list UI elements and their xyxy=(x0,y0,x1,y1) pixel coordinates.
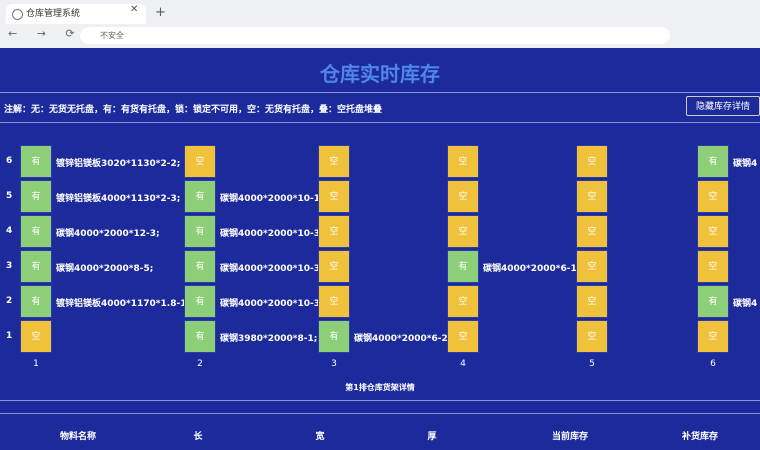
storage-slot[interactable]: 有 xyxy=(20,250,52,283)
slot-detail: 碳钢4000*2000*10-3; xyxy=(220,229,324,239)
storage-slot[interactable]: 空 xyxy=(447,180,479,213)
divider xyxy=(0,413,760,414)
storage-slot[interactable]: 有 xyxy=(20,215,52,248)
storage-slot[interactable]: 空 xyxy=(697,250,729,283)
slot-detail: 碳钢4000*2000*12-3; xyxy=(56,229,160,239)
column-label: 2 xyxy=(197,359,203,369)
storage-slot[interactable]: 空 xyxy=(576,145,608,178)
slot-detail: 镀锌铝镁板3020*1130*2-2; xyxy=(56,159,181,169)
storage-slot[interactable]: 有 xyxy=(697,285,729,318)
storage-slot[interactable]: 有 xyxy=(184,285,216,318)
tab-close[interactable]: ✕ xyxy=(130,4,139,15)
storage-slot[interactable]: 有 xyxy=(20,180,52,213)
table-header: 当前库存 xyxy=(551,432,589,442)
storage-slot[interactable]: 有 xyxy=(184,320,216,353)
storage-slot[interactable]: 空 xyxy=(447,320,479,353)
storage-slot[interactable]: 有 xyxy=(20,145,52,178)
level-label: 2 xyxy=(6,296,13,306)
column-label: 1 xyxy=(33,359,39,369)
legend-note: 注解：无：无货无托盘，有：有货有托盘，锁：锁定不可用，空：无货有托盘，叠：空托盘… xyxy=(4,105,383,115)
storage-slot[interactable]: 空 xyxy=(318,180,350,213)
storage-slot[interactable]: 空 xyxy=(184,145,216,178)
storage-slot[interactable]: 有 xyxy=(447,250,479,283)
storage-slot[interactable]: 有 xyxy=(697,145,729,178)
storage-slot[interactable]: 有 xyxy=(184,180,216,213)
slot-detail: 碳钢4 xyxy=(733,299,758,309)
slot-detail: 镀锌铝镁板4000*1130*2-3; xyxy=(56,194,181,204)
shelf-caption: 第1排仓库货架详情 xyxy=(345,383,415,392)
level-label: 3 xyxy=(6,261,13,271)
storage-slot[interactable]: 空 xyxy=(576,285,608,318)
storage-slot[interactable]: 空 xyxy=(447,285,479,318)
nav-buttons[interactable]: ← → ⟳ ⌂ xyxy=(8,27,110,40)
storage-slot[interactable]: 空 xyxy=(318,215,350,248)
storage-slot[interactable]: 空 xyxy=(447,145,479,178)
storage-slot[interactable]: 空 xyxy=(318,145,350,178)
column-label: 3 xyxy=(331,359,337,369)
storage-slot[interactable]: 空 xyxy=(697,215,729,248)
slot-detail: 碳钢4000*2000*10-3; xyxy=(220,299,324,309)
column-label: 5 xyxy=(589,359,595,369)
divider xyxy=(0,400,760,401)
storage-slot[interactable]: 有 xyxy=(318,320,350,353)
storage-slot[interactable]: 空 xyxy=(447,215,479,248)
browser-chrome: 仓库管理系统 ✕ + ← → ⟳ ⌂ 不安全 xyxy=(0,0,760,48)
column-label: 4 xyxy=(460,359,466,369)
slot-detail: 碳钢4000*2000*8-5; xyxy=(56,264,154,274)
page-title: 仓库实时库存 xyxy=(320,62,440,86)
slot-detail: 碳钢4000*2000*6-2; xyxy=(354,334,452,344)
storage-slot[interactable]: 空 xyxy=(576,215,608,248)
slot-detail: 镀锌铝镁板4000*1170*1.8-1; xyxy=(56,299,191,309)
toggle-detail-button[interactable]: 隐藏库存详情 xyxy=(686,96,760,116)
storage-slot[interactable]: 空 xyxy=(318,285,350,318)
table-header: 宽 xyxy=(315,432,325,442)
level-label: 5 xyxy=(6,191,13,201)
slot-detail: 碳钢4000*2000*10-1; xyxy=(220,194,324,204)
slot-detail: 碳钢4000*2000*10-3; xyxy=(220,264,324,274)
storage-slot[interactable]: 有 xyxy=(20,285,52,318)
level-label: 1 xyxy=(6,331,13,341)
divider xyxy=(0,122,760,123)
table-header: 补货库存 xyxy=(681,432,719,442)
inventory-page: 仓库实时库存 注解：无：无货无托盘，有：有货有托盘，锁：锁定不可用，空：无货有托… xyxy=(0,48,760,450)
table-header: 长 xyxy=(193,432,203,442)
storage-slot[interactable]: 空 xyxy=(576,250,608,283)
storage-slot[interactable]: 有 xyxy=(184,215,216,248)
storage-slot[interactable]: 空 xyxy=(576,320,608,353)
table-header: 厚 xyxy=(427,432,437,442)
column-label: 6 xyxy=(710,359,716,369)
storage-slot[interactable]: 有 xyxy=(184,250,216,283)
storage-slot[interactable]: 空 xyxy=(20,320,52,353)
browser-tab[interactable]: 仓库管理系统 xyxy=(6,4,146,24)
storage-slot[interactable]: 空 xyxy=(697,320,729,353)
storage-slot[interactable]: 空 xyxy=(576,180,608,213)
level-label: 4 xyxy=(6,226,13,236)
storage-slot[interactable]: 空 xyxy=(318,250,350,283)
new-tab[interactable]: + xyxy=(155,5,166,20)
address-bar[interactable]: 不安全 xyxy=(80,27,670,44)
slot-detail: 碳钢4 xyxy=(733,159,758,169)
level-label: 6 xyxy=(6,156,13,166)
slot-detail: 碳钢3980*2000*8-1; xyxy=(220,334,318,344)
security-label: 不安全 xyxy=(100,31,124,40)
divider xyxy=(0,92,760,93)
storage-slot[interactable]: 空 xyxy=(697,180,729,213)
table-header: 物料名称 xyxy=(59,432,97,442)
slot-detail: 碳钢4000*2000*6-1; xyxy=(483,264,581,274)
